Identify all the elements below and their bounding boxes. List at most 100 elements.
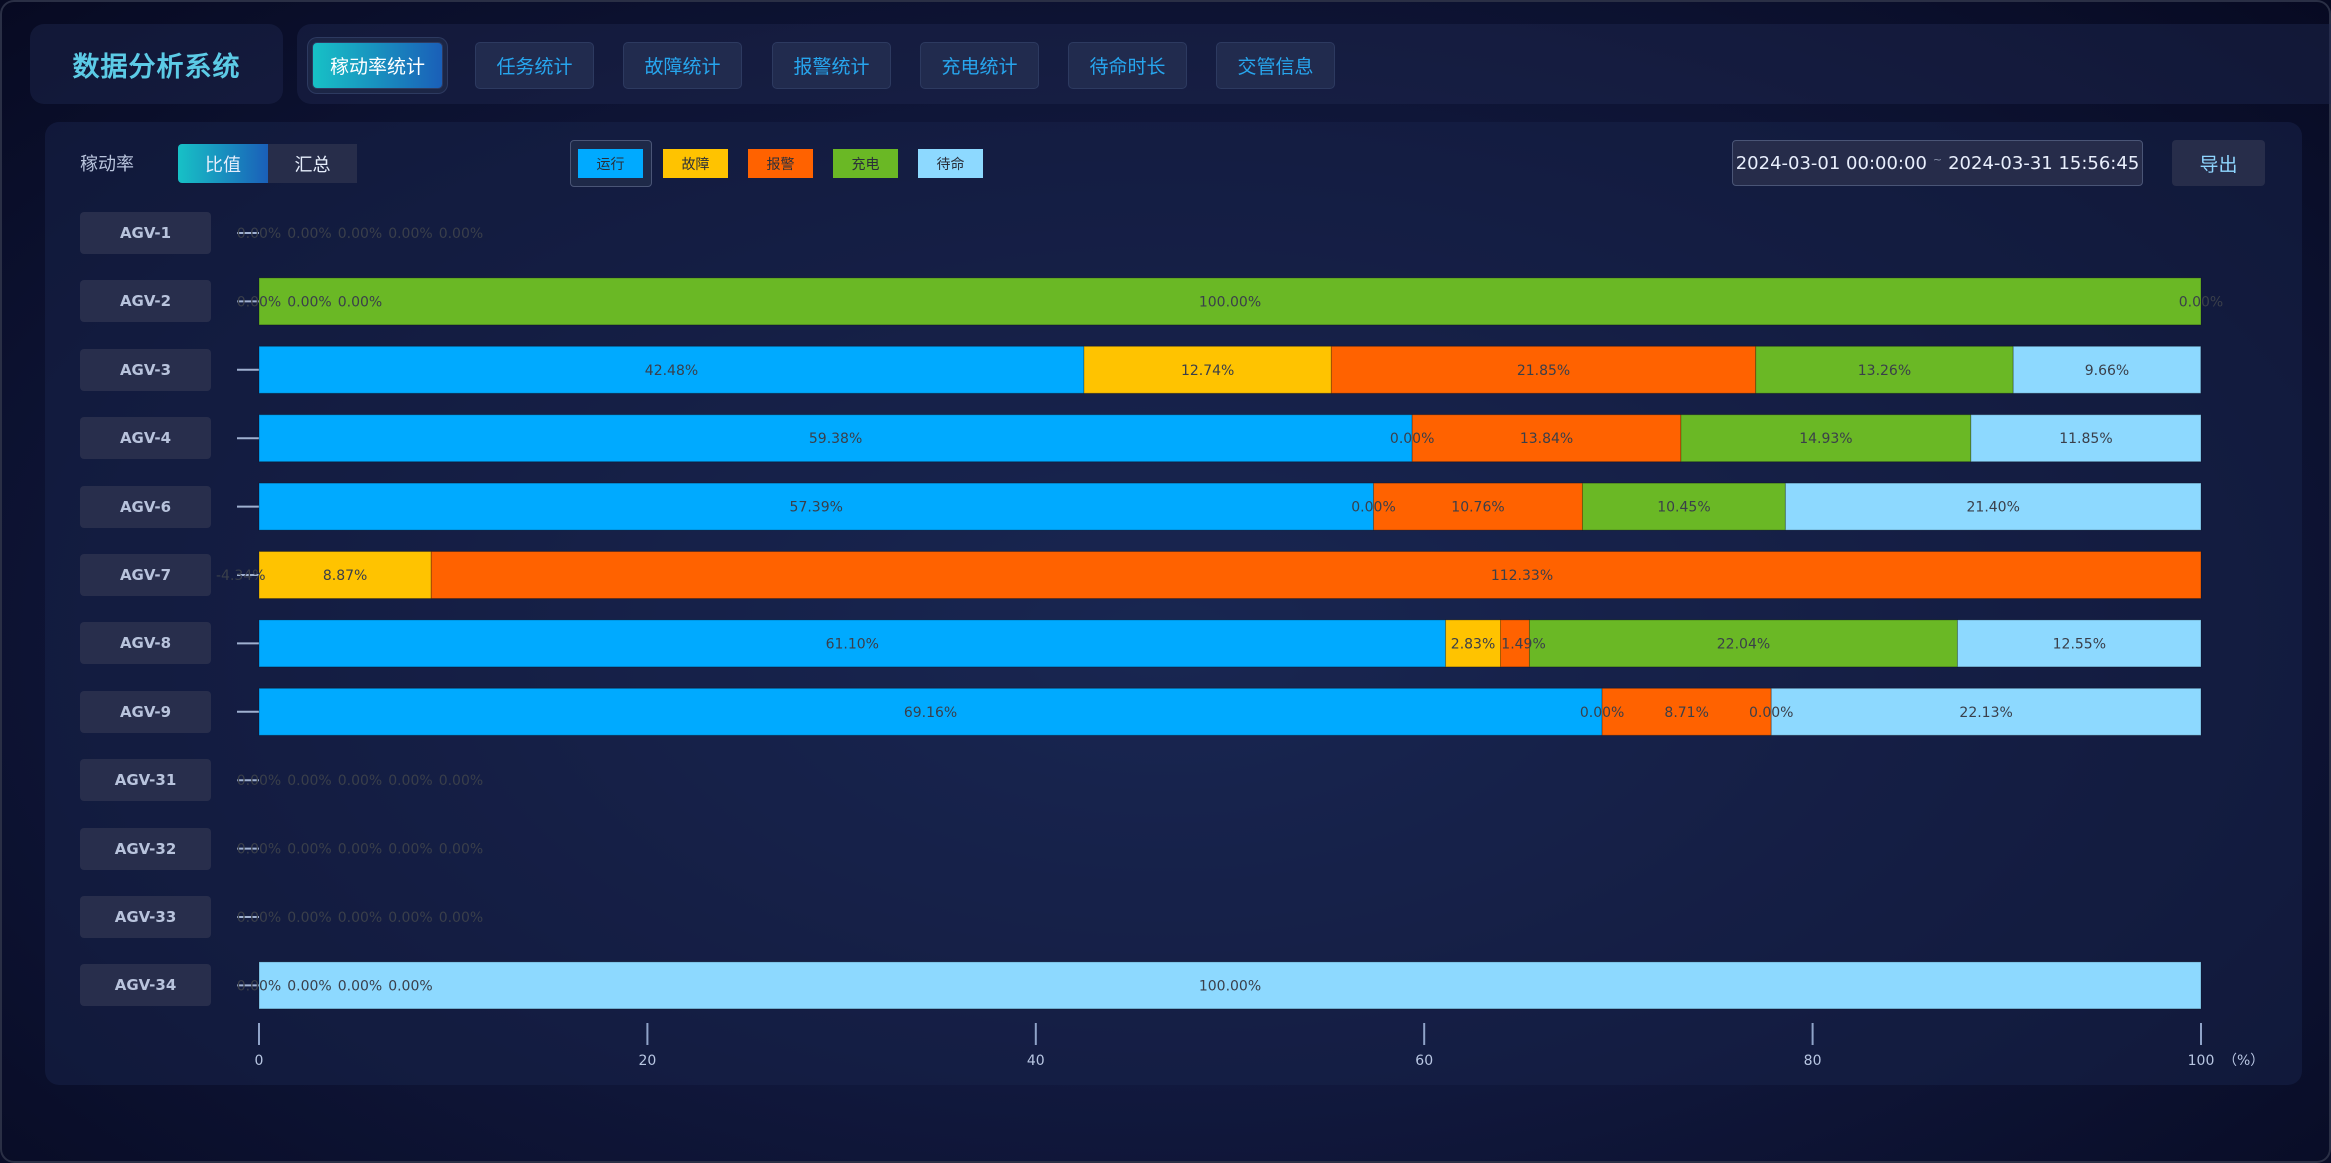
bar-segment [1680, 414, 1972, 463]
bar-data-label: 0.00% [237, 294, 281, 310]
bar-data-label: 0.00% [338, 910, 382, 926]
bar-segment [1970, 414, 2202, 463]
bar-data-label: 0.00% [237, 226, 281, 242]
bar-segment [1581, 482, 1786, 531]
category-label: AGV-4 [80, 417, 211, 460]
bar-data-label: 112.33% [1491, 568, 1553, 584]
bar-data-label: 13.84% [1520, 431, 1573, 447]
bar-data-label: 57.39% [790, 500, 843, 516]
date-range-picker[interactable]: 2024-03-01 00:00:00 ~ 2024-03-31 15:56:4… [1732, 140, 2143, 186]
bar-segment [1500, 619, 1530, 668]
bar-data-label: 0.00% [237, 910, 281, 926]
category-label: AGV-1 [80, 212, 211, 254]
bar-segment [1601, 687, 1772, 736]
bar-data-label: 0.00% [439, 226, 483, 242]
bar-segment [1330, 345, 1757, 394]
bar-data-label: 0.00% [338, 773, 382, 789]
bar-data-label: 0.00% [388, 910, 432, 926]
bar-segment [1784, 482, 2202, 531]
bar-segment [430, 551, 2202, 599]
x-tick-label: 100 [2188, 1053, 2215, 1069]
bar-data-label: 21.40% [1967, 500, 2020, 516]
bar-segment [1373, 482, 1583, 531]
bar-data-label: 0.00% [237, 842, 281, 858]
bar-segment [258, 619, 1447, 668]
bar-segment [1411, 414, 1682, 463]
bar-segment [258, 414, 1413, 463]
bar-data-label: 10.76% [1451, 500, 1504, 516]
bar-data-label: 59.38% [809, 431, 862, 447]
date-separator: ~ [1932, 152, 1943, 166]
bar-data-label: 0.00% [439, 773, 483, 789]
bar-data-label: 42.48% [645, 363, 698, 379]
export-button[interactable]: 导出 [2172, 140, 2265, 186]
bar-data-label: -4.34% [216, 568, 266, 584]
tab-alarm-stats[interactable]: 报警统计 [772, 42, 891, 89]
category-label: AGV-9 [80, 690, 211, 733]
date-end: 2024-03-31 15:56:45 [1948, 152, 2140, 174]
tab-utilization-stats[interactable]: 稼动率统计 [312, 42, 443, 89]
x-tick-label: 0 [255, 1053, 264, 1069]
category-label: AGV-3 [80, 348, 211, 391]
mode-summary-button[interactable]: 汇总 [268, 144, 357, 183]
bar-data-label: 0.00% [237, 773, 281, 789]
bar-data-label: 0.00% [388, 226, 432, 242]
bar-data-label: 100.00% [1199, 978, 1261, 994]
bar-data-label: 8.87% [323, 568, 367, 584]
bar-data-label: 0.00% [439, 842, 483, 858]
app-title: 数据分析系统 [72, 51, 241, 83]
bar-segment [258, 961, 2202, 1010]
legend-item-standby[interactable]: 待命 [918, 149, 983, 178]
metric-label: 稼动率 [80, 154, 134, 175]
bar-segment [1755, 345, 2014, 394]
tab-fault-stats[interactable]: 故障统计 [623, 42, 742, 89]
app-title-box: 数据分析系统 [30, 24, 283, 104]
bar-data-label: 0.00% [1580, 705, 1624, 721]
bar-data-label: 0.00% [287, 294, 331, 310]
tab-standby-duration[interactable]: 待命时长 [1068, 42, 1187, 89]
bar-data-label: 0.00% [388, 978, 432, 994]
mode-ratio-button[interactable]: 比值 [178, 144, 268, 183]
x-tick-label: 80 [1804, 1053, 1822, 1069]
bar-data-label: 69.16% [904, 705, 957, 721]
bar-data-label: 12.55% [2053, 636, 2106, 652]
legend-item-fault[interactable]: 故障 [663, 149, 728, 178]
bar-data-label: 0.00% [388, 773, 432, 789]
bar-data-label: 0.00% [287, 773, 331, 789]
tab-traffic-info[interactable]: 交管信息 [1216, 42, 1335, 89]
bar-segment [1445, 619, 1502, 668]
bar-data-label: 0.00% [1351, 500, 1395, 516]
bar-data-label: 0.00% [388, 842, 432, 858]
bar-segment [258, 551, 432, 599]
bar-data-label: 13.26% [1858, 363, 1911, 379]
legend-item-alarm[interactable]: 报警 [748, 149, 813, 178]
bar-data-label: 8.71% [1664, 705, 1708, 721]
bar-data-label: 9.66% [2085, 363, 2129, 379]
bar-data-label: 22.04% [1717, 636, 1770, 652]
bar-data-label: 0.00% [287, 978, 331, 994]
category-label: AGV-34 [80, 964, 211, 1007]
tab-charge-stats[interactable]: 充电统计 [920, 42, 1039, 89]
x-tick-label: 20 [638, 1053, 656, 1069]
bar-data-label: 0.00% [338, 294, 382, 310]
bar-data-label: 0.00% [338, 978, 382, 994]
legend-item-charge[interactable]: 充电 [833, 149, 898, 178]
bar-data-label: 10.45% [1657, 500, 1710, 516]
bar-data-label: 0.00% [287, 910, 331, 926]
bar-segment [258, 345, 1085, 394]
bar-data-label: 0.00% [2179, 294, 2223, 310]
category-label: AGV-33 [80, 896, 211, 938]
category-label: AGV-2 [80, 280, 211, 323]
nav-bar: 稼动率统计 任务统计 故障统计 报警统计 充电统计 待命时长 交管信息 [297, 24, 2331, 104]
bar-segment [258, 277, 2202, 326]
bar-data-label: 0.00% [237, 978, 281, 994]
bar-data-label: 0.00% [338, 842, 382, 858]
tab-task-stats[interactable]: 任务统计 [475, 42, 594, 89]
bar-data-label: 2.83% [1451, 636, 1495, 652]
bar-segment [258, 687, 1603, 736]
legend-item-run[interactable]: 运行 [578, 149, 643, 178]
bar-data-label: 0.00% [439, 910, 483, 926]
bar-segment [1083, 345, 1332, 394]
x-tick-label: 40 [1027, 1053, 1045, 1069]
